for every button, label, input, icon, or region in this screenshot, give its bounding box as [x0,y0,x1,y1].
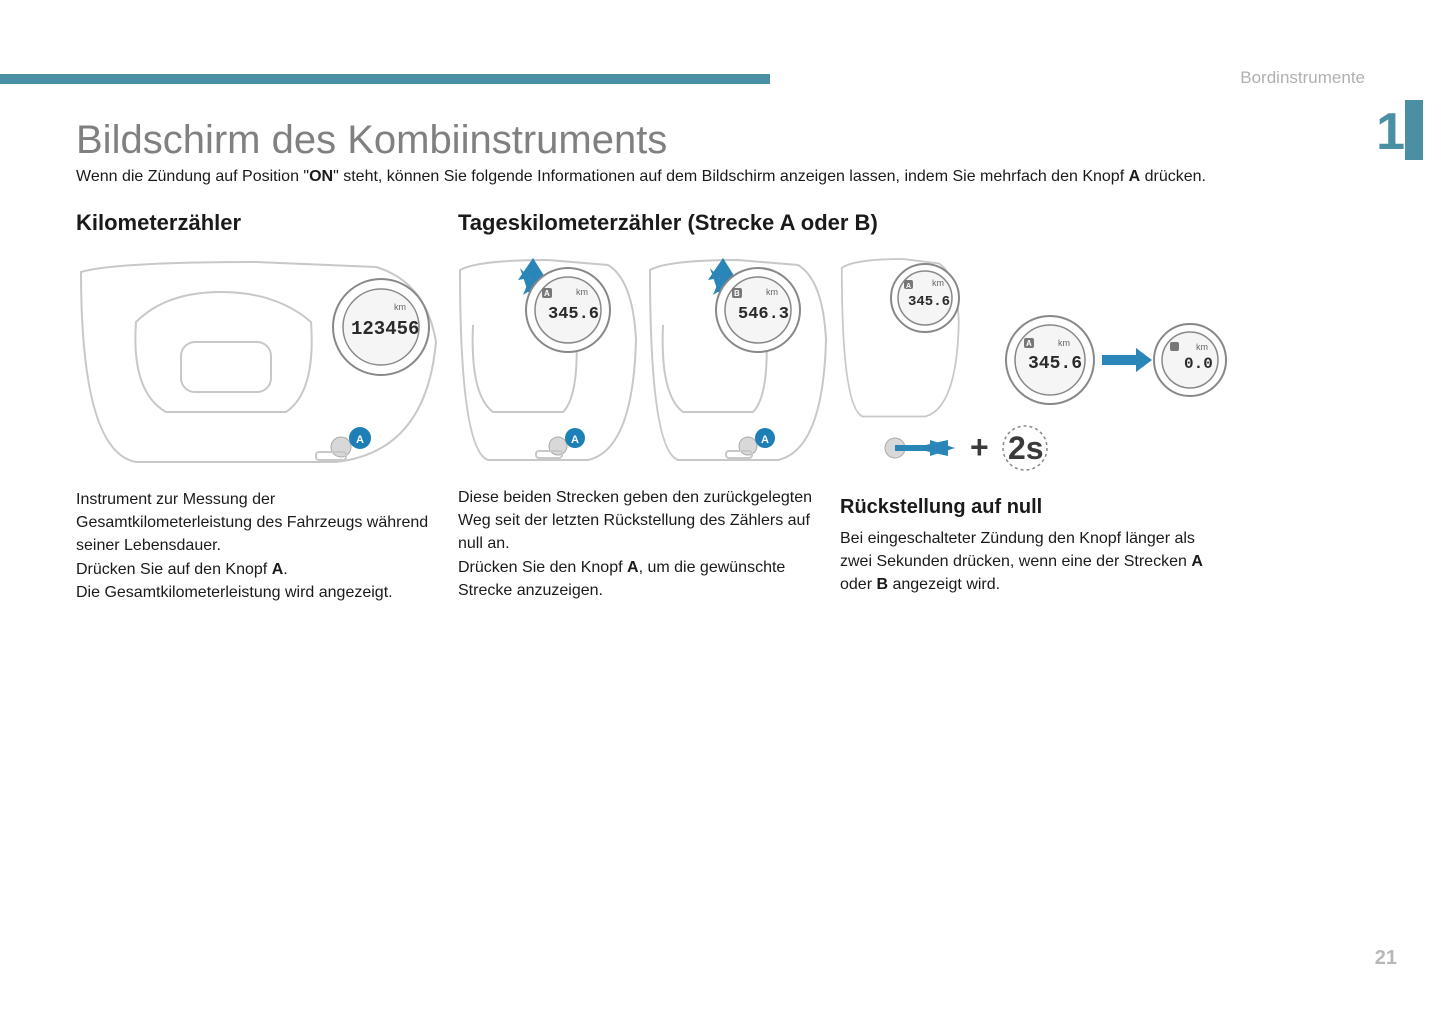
svg-text:km: km [576,287,588,297]
intro-paragraph: Wenn die Zündung auf Position "ON" steht… [76,166,1356,188]
column-reset: A km 345.6 A km 345.6 km 0.0 + 2s [840,250,1210,597]
column-tageskilometerzaehler: A km 345.6 A B km 546.3 [458,250,828,602]
svg-text:A: A [544,289,550,298]
odometer-diagram: km 123456 A [76,252,446,472]
reset-after-value: 0.0 [1184,355,1213,373]
svg-text:A: A [761,434,769,446]
svg-text:km: km [932,278,944,288]
svg-text:km: km [1196,342,1208,352]
col1-text: Instrument zur Messung der Gesamtkilomet… [76,488,446,604]
unit-label: km [394,302,406,312]
section-header-label: Bordinstrumente [1240,68,1365,88]
svg-text:A: A [1026,339,1032,348]
trip-a-value: 345.6 [548,305,599,324]
button-a-label: A [356,434,364,446]
chapter-number: 1 [1376,106,1405,158]
page-number: 21 [1375,947,1397,970]
chapter-tab: 1 [1405,100,1423,160]
svg-text:2s: 2s [1008,430,1044,466]
page-title: Bildschirm des Kombiinstruments [76,118,667,163]
svg-text:km: km [766,287,778,297]
col3-subheading: Rückstellung auf null [840,496,1210,519]
trip-b-diagram: B km 546.3 A [648,250,828,470]
reset-diagram: A km 345.6 A km 345.6 km 0.0 + 2s [840,250,1210,480]
reset-before-value: 345.6 [1028,354,1082,374]
odometer-value: 123456 [351,318,419,340]
col2-title: Tageskilometerzähler (Strecke A oder B) [458,210,878,236]
trip-b-value: 546.3 [738,305,789,324]
svg-text:A: A [906,283,911,290]
svg-text:km: km [1058,338,1070,348]
svg-text:B: B [734,289,740,298]
hold-duration-label: + [970,429,989,465]
svg-text:A: A [571,434,579,446]
trip-a-diagram: A km 345.6 A [458,250,638,470]
svg-text:345.6: 345.6 [908,294,950,310]
col2-text: Diese beiden Strecken geben den zurückge… [458,486,828,602]
col1-title: Kilometerzähler [76,210,446,236]
trip-diagrams: A km 345.6 A B km 546.3 [458,250,828,470]
col3-text: Bei eingeschalteter Zündung den Knopf lä… [840,527,1210,597]
header-accent-bar [0,74,770,84]
column-kilometerzaehler: Kilometerzähler km 123456 A Instrument z… [76,210,446,604]
